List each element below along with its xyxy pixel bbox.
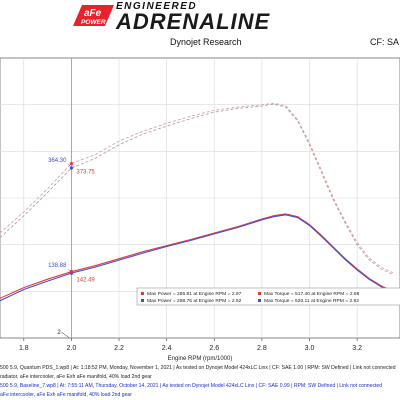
series-line-3 [0, 213, 394, 299]
legend: Max Power = 286.81 at Engine RPM = 2.97 M… [136, 287, 400, 306]
cursor-label-leader [71, 163, 75, 168]
x-tick-label: 2.2 [114, 345, 124, 352]
footer-line-2: radiator, aFe intercooler, aFe Exh aFe m… [0, 374, 152, 380]
run-footer: 500 5.9, Quantum PDS_1.wp8 | At: 1:18:52… [0, 364, 400, 400]
x-axis: 1.8 2.0 2.2 2.4 2.6 2.8 3.0 3.2 Engine RPM (rpm/… [19, 338, 362, 362]
cursor-value-label: 364.30 [48, 158, 67, 164]
afe-power-logo: aFe POWER [73, 5, 114, 26]
x-tick-label: 1.8 [19, 345, 29, 352]
x-axis-label: Engine RPM (rpm/1000) [168, 356, 233, 362]
legend-entry: Max Torque = 520.11 at Engine RPM = 2.92 [264, 298, 359, 304]
cursor-label-leader [71, 271, 75, 276]
footer-line-1: 500 5.9, Quantum PDS_1.wp8 | At: 1:18:52… [0, 365, 396, 371]
cursor-value-label: 138.88 [48, 263, 67, 269]
cursor-value-label: 142.49 [76, 278, 95, 284]
series-lines [0, 102, 394, 302]
footer-line-4: aFe intercooler, aFe Exh aFe manifold, 4… [0, 392, 132, 398]
engineered-title: ENGINEERED [116, 1, 198, 12]
cursor-value-label: 373.75 [76, 170, 95, 176]
cursor: 2 364.30 373.75 138.88 142.49 [48, 58, 95, 339]
x-tick-label: 2.6 [209, 345, 219, 352]
brand-bottom: POWER [81, 19, 106, 26]
legend-box [136, 287, 400, 306]
legend-swatch [141, 299, 144, 302]
x-tick-label: 3.0 [305, 345, 315, 352]
x-tick-label: 2.0 [67, 345, 77, 352]
series-line-4 [0, 214, 394, 302]
x-tick-label: 2.8 [257, 345, 267, 352]
x-tick-label: 3.2 [352, 345, 362, 352]
legend-entry: Max Power = 286.81 at Engine RPM = 2.97 [147, 291, 242, 297]
series-line-2 [0, 103, 394, 275]
cursor-label: 2 [57, 330, 61, 336]
research-label: Dynojet Research [170, 37, 242, 47]
cursor-label-leader [68, 163, 72, 169]
correction-factor-label: CF: SA [370, 37, 400, 47]
legend-swatch [141, 292, 144, 295]
legend-swatch [258, 292, 261, 295]
cursor-leader [61, 331, 70, 339]
footer-line-3: 500 5.9, Baseline_7.wp8 | At: 7:55:11 AM… [0, 383, 383, 389]
report-header: aFe POWER ENGINEERED ADRENALINE Dynojet … [0, 0, 400, 52]
legend-entry: Max Power = 288.76 at Engine RPM = 2.92 [147, 298, 242, 304]
legend-entry: Max Torque = 517.40 at Engine RPM = 2.88 [264, 291, 360, 297]
series-line-1 [0, 102, 394, 274]
dyno-chart: 2 364.30 373.75 138.88 142.49 Max Power = 28… [0, 57, 400, 362]
adrenaline-title: ADRENALINE [116, 9, 271, 34]
brand-top: aFe [84, 8, 102, 19]
legend-swatch [258, 299, 261, 302]
x-tick-label: 2.4 [162, 345, 172, 352]
